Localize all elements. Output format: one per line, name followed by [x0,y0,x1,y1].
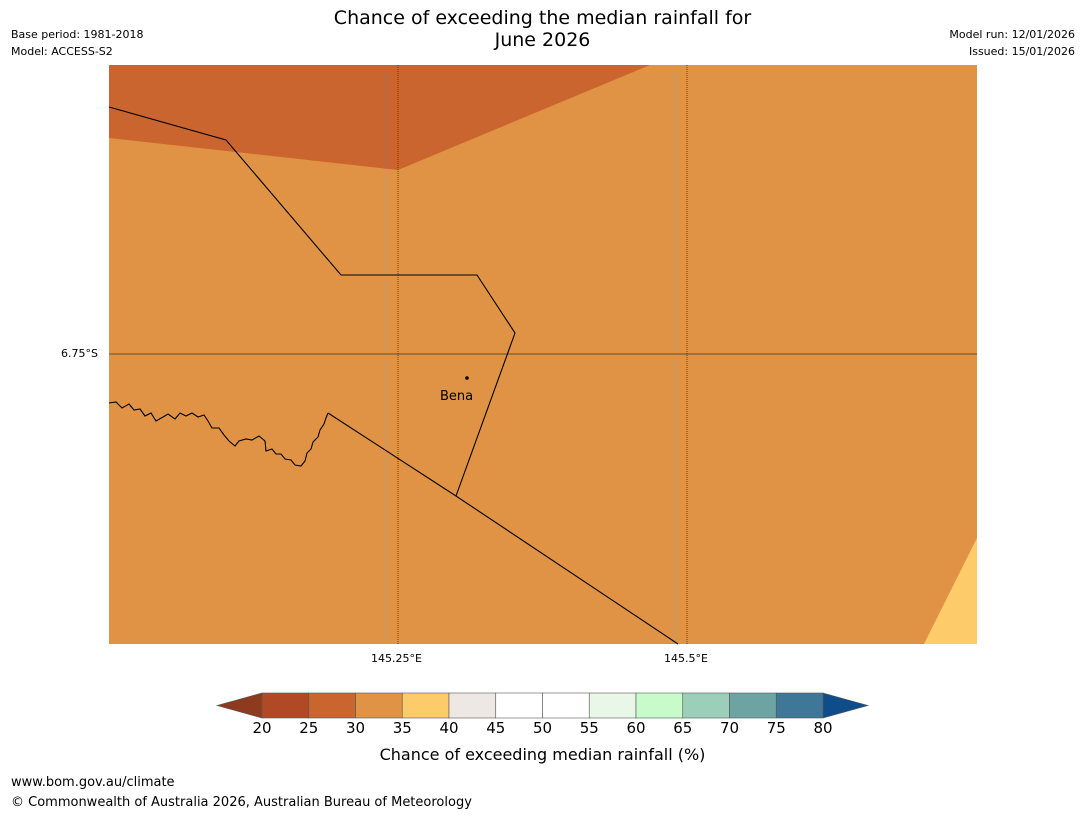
colorbar-segment [308,692,356,719]
colorbar-tick-label: 35 [392,719,412,737]
rainfall-region-25-30 [109,65,650,170]
colorbar-tick-label: 50 [532,719,553,737]
colorbar-tick-label: 55 [579,719,599,737]
colorbar-tick-label: 20 [252,719,272,737]
province-boundary-south [327,412,679,645]
colorbar-tick-label: 25 [299,719,319,737]
meta-right: Model run: 12/01/2026 Issued: 15/01/2026 [949,26,1075,60]
colorbar-segment [448,692,497,719]
colorbar-tick-label: 65 [673,719,693,737]
colorbar-tick-label: 70 [719,719,740,737]
colorbar-segment [635,692,684,719]
colorbar-segment [729,692,777,719]
chart-title: Chance of exceeding the median rainfall … [0,7,1085,51]
issued-text: Issued: 15/01/2026 [968,45,1075,58]
meta-left: Base period: 1981-2018 Model: ACCESS-S2 [11,26,143,60]
province-boundary-west [108,401,329,467]
model-run-text: Model run: 12/01/2026 [949,28,1075,41]
title-line-1: Chance of exceeding the median rainfall … [333,7,752,29]
colorbar-segment [682,692,730,719]
colorbar-tick-label: 60 [626,719,646,737]
title-line-2: June 2026 [494,29,591,51]
colorbar-tick-label: 80 [813,719,833,737]
colorbar-above-arrow [822,692,870,719]
colorbar [215,692,870,719]
colorbar-segment [495,692,543,719]
colorbar-segment [542,692,590,719]
colorbar-tick-label: 45 [486,719,506,737]
model-text: Model: ACCESS-S2 [11,45,113,58]
colorbar-below-arrow [215,692,263,719]
colorbar-label: Chance of exceeding median rainfall (%) [379,745,706,764]
colorbar-segment [588,692,637,719]
colorbar-segment [355,692,403,719]
colorbar-segment [261,692,310,719]
base-period-text: Base period: 1981-2018 [11,28,144,41]
map-background [109,65,977,644]
province-boundary-north [108,106,516,497]
footer-copyright: © Commonwealth of Australia 2026, Austra… [11,795,472,810]
bena-marker [465,376,469,380]
lat-label: 6.75°S [61,347,98,360]
place-label-bena: Bena [440,389,474,404]
colorbar-tick-label: 40 [439,719,459,737]
lon-label-145-5: 145.5°E [664,652,708,665]
footer-url[interactable]: www.bom.gov.au/climate [11,775,175,790]
colorbar-tick-label: 30 [345,719,366,737]
lon-label-145-25: 145.25°E [371,652,422,665]
colorbar-tick-label: 75 [766,719,786,737]
colorbar-segment [401,692,450,719]
rainfall-region-35-40 [924,538,977,644]
colorbar-segment [775,692,824,719]
